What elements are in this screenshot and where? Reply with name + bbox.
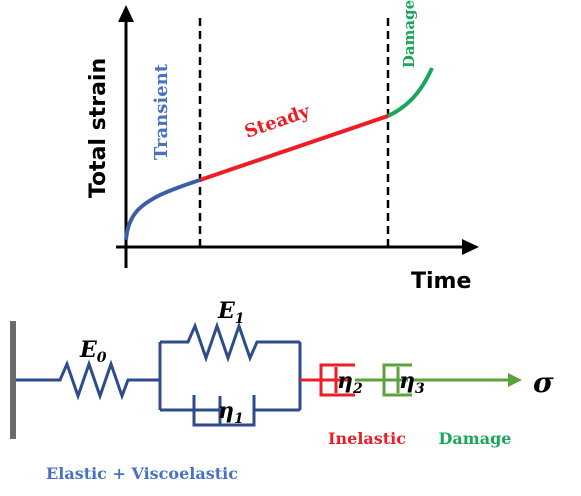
- phase-label-steady: Steady: [242, 101, 313, 143]
- spring-e1-label: E1: [217, 298, 245, 327]
- y-axis-label: Total strain: [86, 58, 111, 198]
- fixed-wall: [10, 321, 16, 439]
- inelastic-section: [300, 363, 355, 397]
- damage-curve: [387, 67, 434, 118]
- x-axis-arrowhead: [462, 239, 479, 255]
- dashpot-eta1-label: η1: [218, 398, 244, 427]
- damage-section: [355, 363, 522, 397]
- stress-symbol: σ: [533, 366, 554, 399]
- dashpot-housing-3: [382, 363, 412, 397]
- phase-label-damage: Damage: [400, 0, 418, 68]
- label-inelastic: Inelastic: [328, 429, 406, 448]
- dashpot-eta3-label: η3: [399, 368, 425, 397]
- transient-curve: [124, 178, 201, 241]
- label-damage: Damage: [439, 429, 512, 448]
- rheological-model: E0 E1 η1 η2 η3 σ Elastic + Viscoelastic …: [10, 298, 554, 483]
- spring-e0-label: E0: [79, 337, 107, 366]
- steady-curve: [199, 114, 389, 182]
- spring-e1: [160, 321, 300, 363]
- elastic-viscoelastic-section: [16, 321, 302, 427]
- spring-e0: [16, 359, 160, 401]
- y-axis-arrowhead: [118, 5, 134, 22]
- label-elastic-viscoelastic: Elastic + Viscoelastic: [46, 464, 238, 483]
- phase-label-transient: Transient: [151, 63, 172, 160]
- dashpot-eta2-label: η2: [337, 368, 363, 397]
- dashpot-housing-2: [319, 363, 355, 397]
- stress-arrowhead: [508, 373, 522, 387]
- x-axis-label: Time: [411, 269, 471, 294]
- creep-curve-chart: Total strain Time Transient Steady Damag…: [86, 0, 479, 294]
